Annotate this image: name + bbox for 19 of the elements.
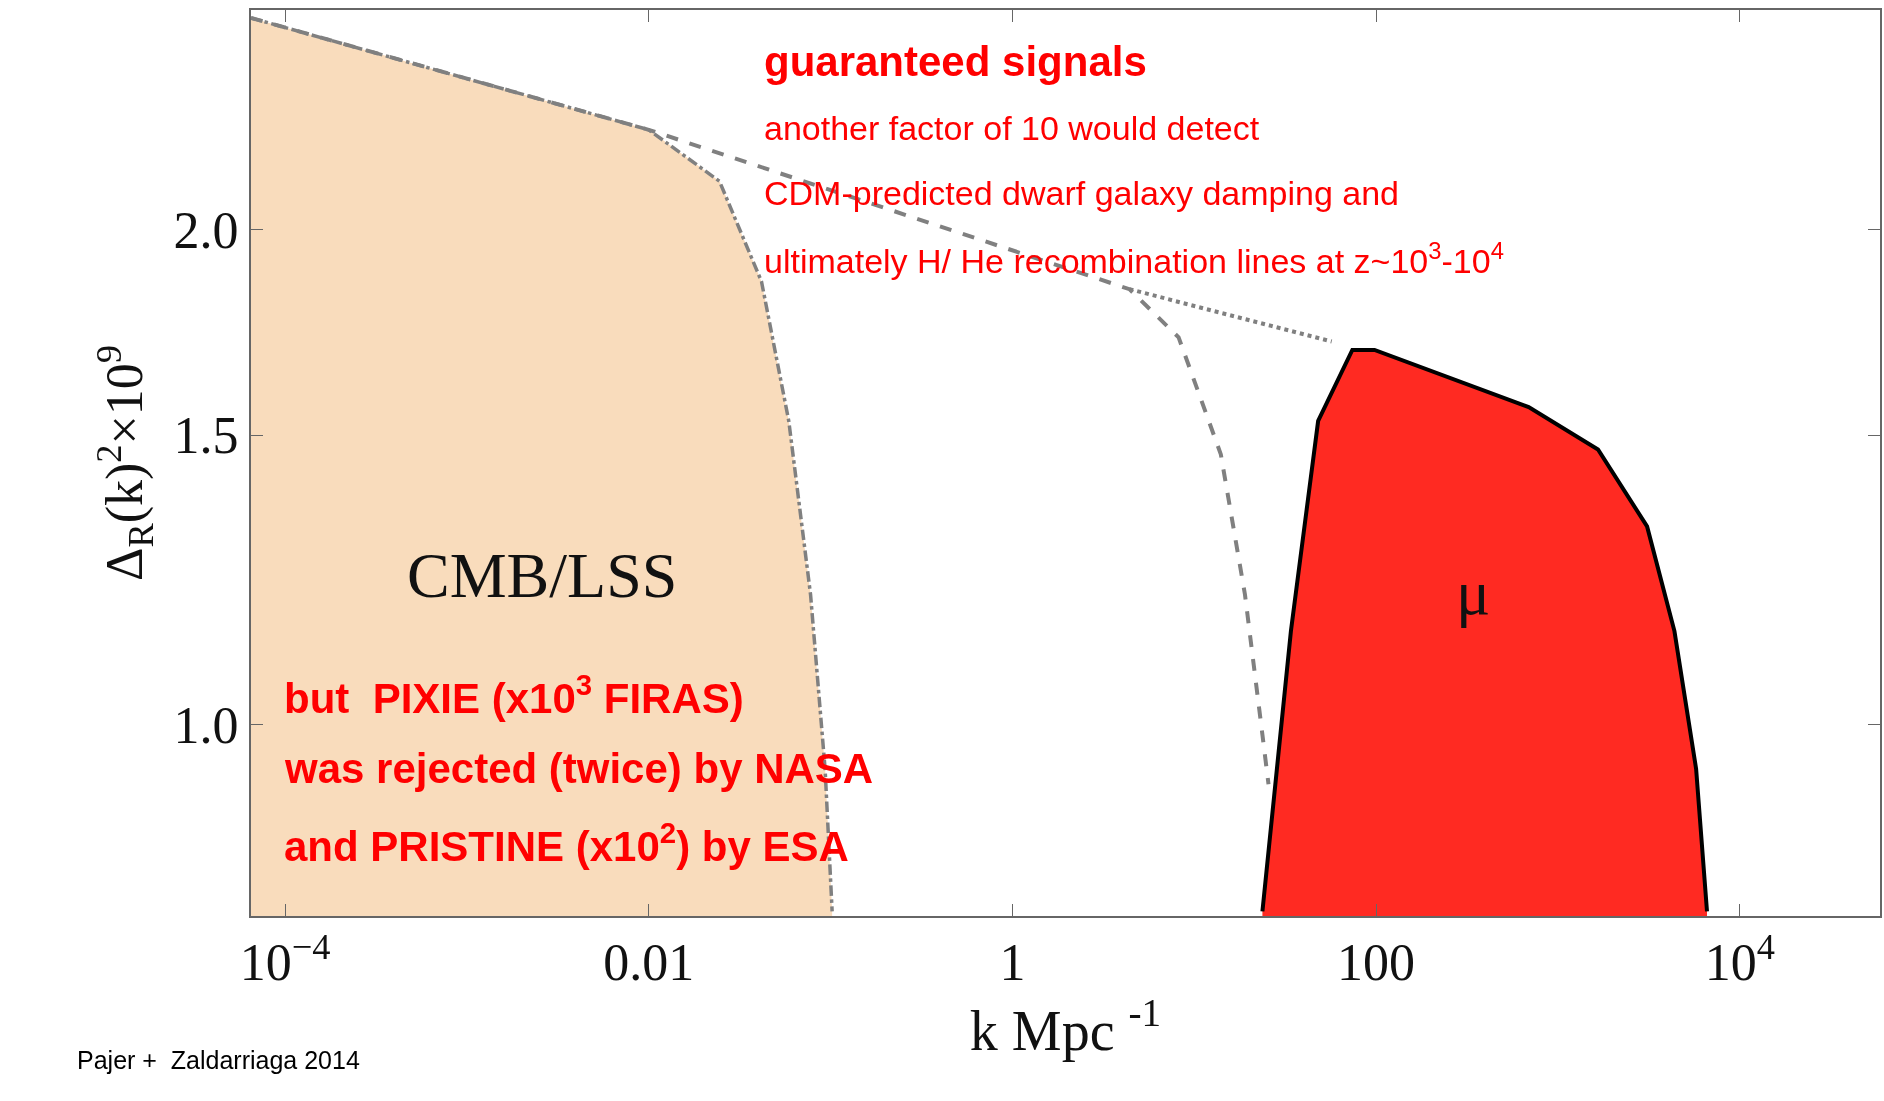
annotation: CDM-predicted dwarf galaxy damping and bbox=[764, 174, 1399, 212]
annotation: CMB/LSS bbox=[407, 540, 678, 611]
x-tick-label: 100 bbox=[1337, 934, 1416, 992]
y-tick-label: 1.5 bbox=[173, 407, 239, 465]
y-tick-label: 1.0 bbox=[173, 696, 239, 754]
annotation: guaranteed signals bbox=[764, 38, 1147, 85]
text: Pajer + Zaldarriaga 2014 bbox=[77, 1046, 360, 1074]
annotation: but PIXIE (x10$^{3}$ FIRAS) bbox=[284, 668, 744, 722]
annotation: another factor of 10 would detect bbox=[764, 109, 1260, 147]
annotation: μ bbox=[1456, 557, 1491, 628]
x-tick-label: 0.01 bbox=[603, 934, 695, 992]
annotation: and PRISTINE (x10$^{2}$) by ESA bbox=[284, 816, 849, 870]
annotation: ultimately H/ He recombination lines at z~10$^{3}$-10$^{4}$ bbox=[764, 237, 1504, 281]
x-tick-label: 1 bbox=[999, 934, 1026, 992]
x-axis-title: k Mpc $^{-1}$ bbox=[969, 991, 1162, 1062]
annotation: was rejected (twice) by NASA bbox=[284, 745, 874, 792]
y-tick-label: 2.0 bbox=[173, 201, 239, 259]
x-tick-label: 10$^{−4}$ bbox=[239, 926, 331, 992]
x-tick-label: 10$^{4}$ bbox=[1704, 926, 1775, 992]
